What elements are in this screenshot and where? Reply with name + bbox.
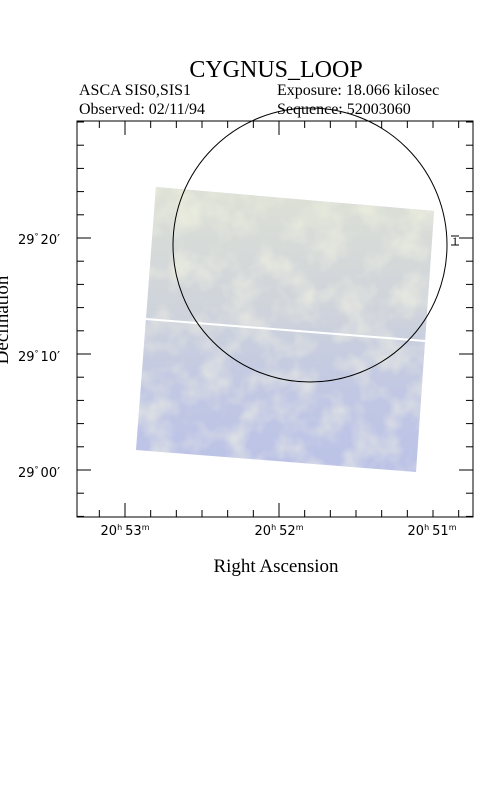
sequence-label: Sequence: 52003060 [277, 101, 411, 118]
source-marker: 1 [451, 234, 459, 248]
y-axis-title: Declination [0, 275, 13, 364]
y-tick-label: 29° 20′ [18, 232, 60, 248]
source-marker-label: 1 [452, 234, 458, 248]
x-tick-labels: 20h 53m 20h 52m 20h 51m [101, 523, 457, 539]
x-tick-label: 20h 53m [101, 523, 150, 539]
chip-gap [145, 318, 426, 342]
exposure-label: Exposure: 18.066 kilosec [277, 82, 439, 99]
y-tick-labels: 29° 20′ 29° 10′ 29° 00′ [18, 232, 60, 481]
xray-image [136, 187, 434, 472]
x-axis-title: Right Ascension [213, 556, 339, 577]
observed-label: Observed: 02/11/94 [79, 101, 205, 118]
field-of-view-circle [172, 107, 448, 383]
x-tick-label: 20h 51m [408, 523, 457, 539]
tick-marks [77, 121, 473, 517]
instrument-label: ASCA SIS0,SIS1 [79, 82, 191, 99]
y-tick-label: 29° 00′ [18, 465, 60, 481]
x-tick-label: 20h 52m [255, 523, 304, 539]
y-tick-label: 29° 10′ [18, 349, 60, 365]
plot-frame [76, 120, 474, 518]
figure-title: CYGNUS_LOOP [189, 57, 362, 83]
